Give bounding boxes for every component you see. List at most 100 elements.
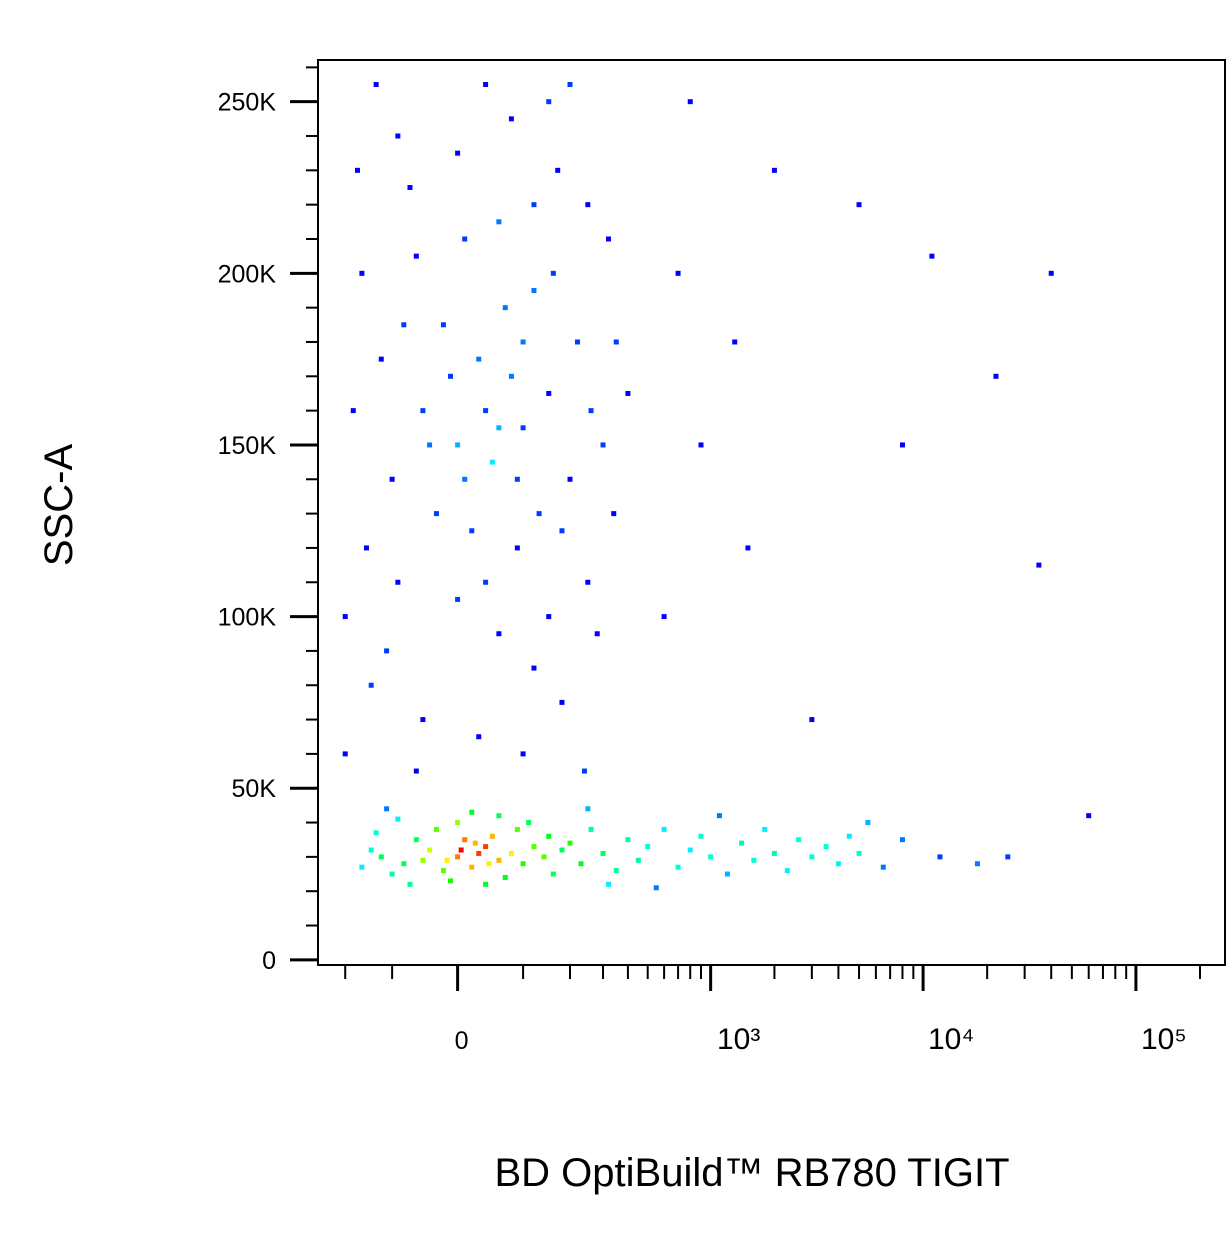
point — [856, 202, 862, 208]
point — [567, 476, 573, 482]
point — [455, 820, 461, 826]
point — [368, 682, 374, 688]
point — [455, 150, 461, 156]
point — [574, 339, 580, 345]
point — [476, 850, 482, 856]
point — [567, 82, 573, 88]
x-axis-title: BD OptiBuild™ RB780 TIGIT — [495, 1151, 1010, 1195]
point — [536, 511, 542, 517]
point — [520, 339, 526, 345]
point — [937, 854, 943, 860]
point — [514, 476, 520, 482]
point — [613, 868, 619, 874]
point — [724, 871, 730, 877]
point — [588, 826, 594, 832]
point — [865, 820, 871, 826]
point — [1048, 270, 1054, 276]
point — [508, 373, 514, 379]
x-tick-label: 10⁴ — [928, 1023, 974, 1056]
point — [546, 390, 552, 396]
point — [541, 854, 547, 860]
point — [469, 809, 475, 815]
point — [739, 840, 745, 846]
point — [483, 82, 489, 88]
point — [606, 236, 612, 242]
plot-frame — [317, 59, 1226, 966]
point — [771, 167, 777, 173]
point — [448, 878, 454, 884]
y-tick-label: 50K — [232, 775, 277, 803]
point — [496, 219, 502, 225]
point — [687, 99, 693, 105]
point — [407, 185, 413, 191]
point — [675, 864, 681, 870]
point — [594, 631, 600, 637]
point — [993, 373, 999, 379]
point — [448, 373, 454, 379]
point — [363, 545, 369, 551]
point — [359, 270, 365, 276]
point — [401, 861, 407, 867]
point — [784, 868, 790, 874]
point — [531, 287, 537, 293]
point — [520, 425, 526, 431]
point — [483, 408, 489, 414]
point — [546, 99, 552, 105]
y-tick-label: 0 — [262, 947, 276, 975]
point — [585, 579, 591, 585]
point — [420, 857, 426, 863]
point — [1086, 813, 1092, 819]
point — [585, 806, 591, 812]
point — [354, 167, 360, 173]
point — [675, 270, 681, 276]
point — [413, 837, 419, 843]
point — [762, 826, 768, 832]
point — [401, 322, 407, 328]
point — [508, 850, 514, 856]
point — [496, 813, 502, 819]
point — [611, 511, 617, 517]
point — [635, 857, 641, 863]
point — [496, 857, 502, 863]
point — [559, 847, 565, 853]
point — [880, 864, 886, 870]
point — [546, 833, 552, 839]
point — [342, 614, 348, 620]
point — [899, 837, 905, 843]
point — [420, 408, 426, 414]
point — [716, 813, 722, 819]
point — [698, 442, 704, 448]
point — [508, 116, 514, 122]
point — [433, 826, 439, 832]
point — [531, 665, 537, 671]
point — [846, 833, 852, 839]
point — [433, 511, 439, 517]
point — [420, 717, 426, 723]
point — [625, 390, 631, 396]
point — [567, 840, 573, 846]
point — [458, 847, 464, 853]
point — [342, 751, 348, 757]
point — [809, 854, 815, 860]
y-axis-title: SSC-A — [37, 444, 81, 567]
point — [395, 133, 401, 139]
x-tick-label: 10⁵ — [1141, 1023, 1187, 1056]
point — [486, 861, 492, 867]
point — [373, 82, 379, 88]
point — [1005, 854, 1011, 860]
point — [378, 356, 384, 362]
point — [469, 864, 475, 870]
point — [600, 850, 606, 856]
point — [472, 840, 478, 846]
point — [550, 270, 556, 276]
point — [835, 861, 841, 867]
point — [687, 847, 693, 853]
point — [440, 322, 446, 328]
point — [462, 236, 468, 242]
point — [514, 545, 520, 551]
point — [444, 857, 450, 863]
point — [771, 850, 777, 856]
point — [520, 861, 526, 867]
point — [661, 614, 667, 620]
point — [427, 442, 433, 448]
